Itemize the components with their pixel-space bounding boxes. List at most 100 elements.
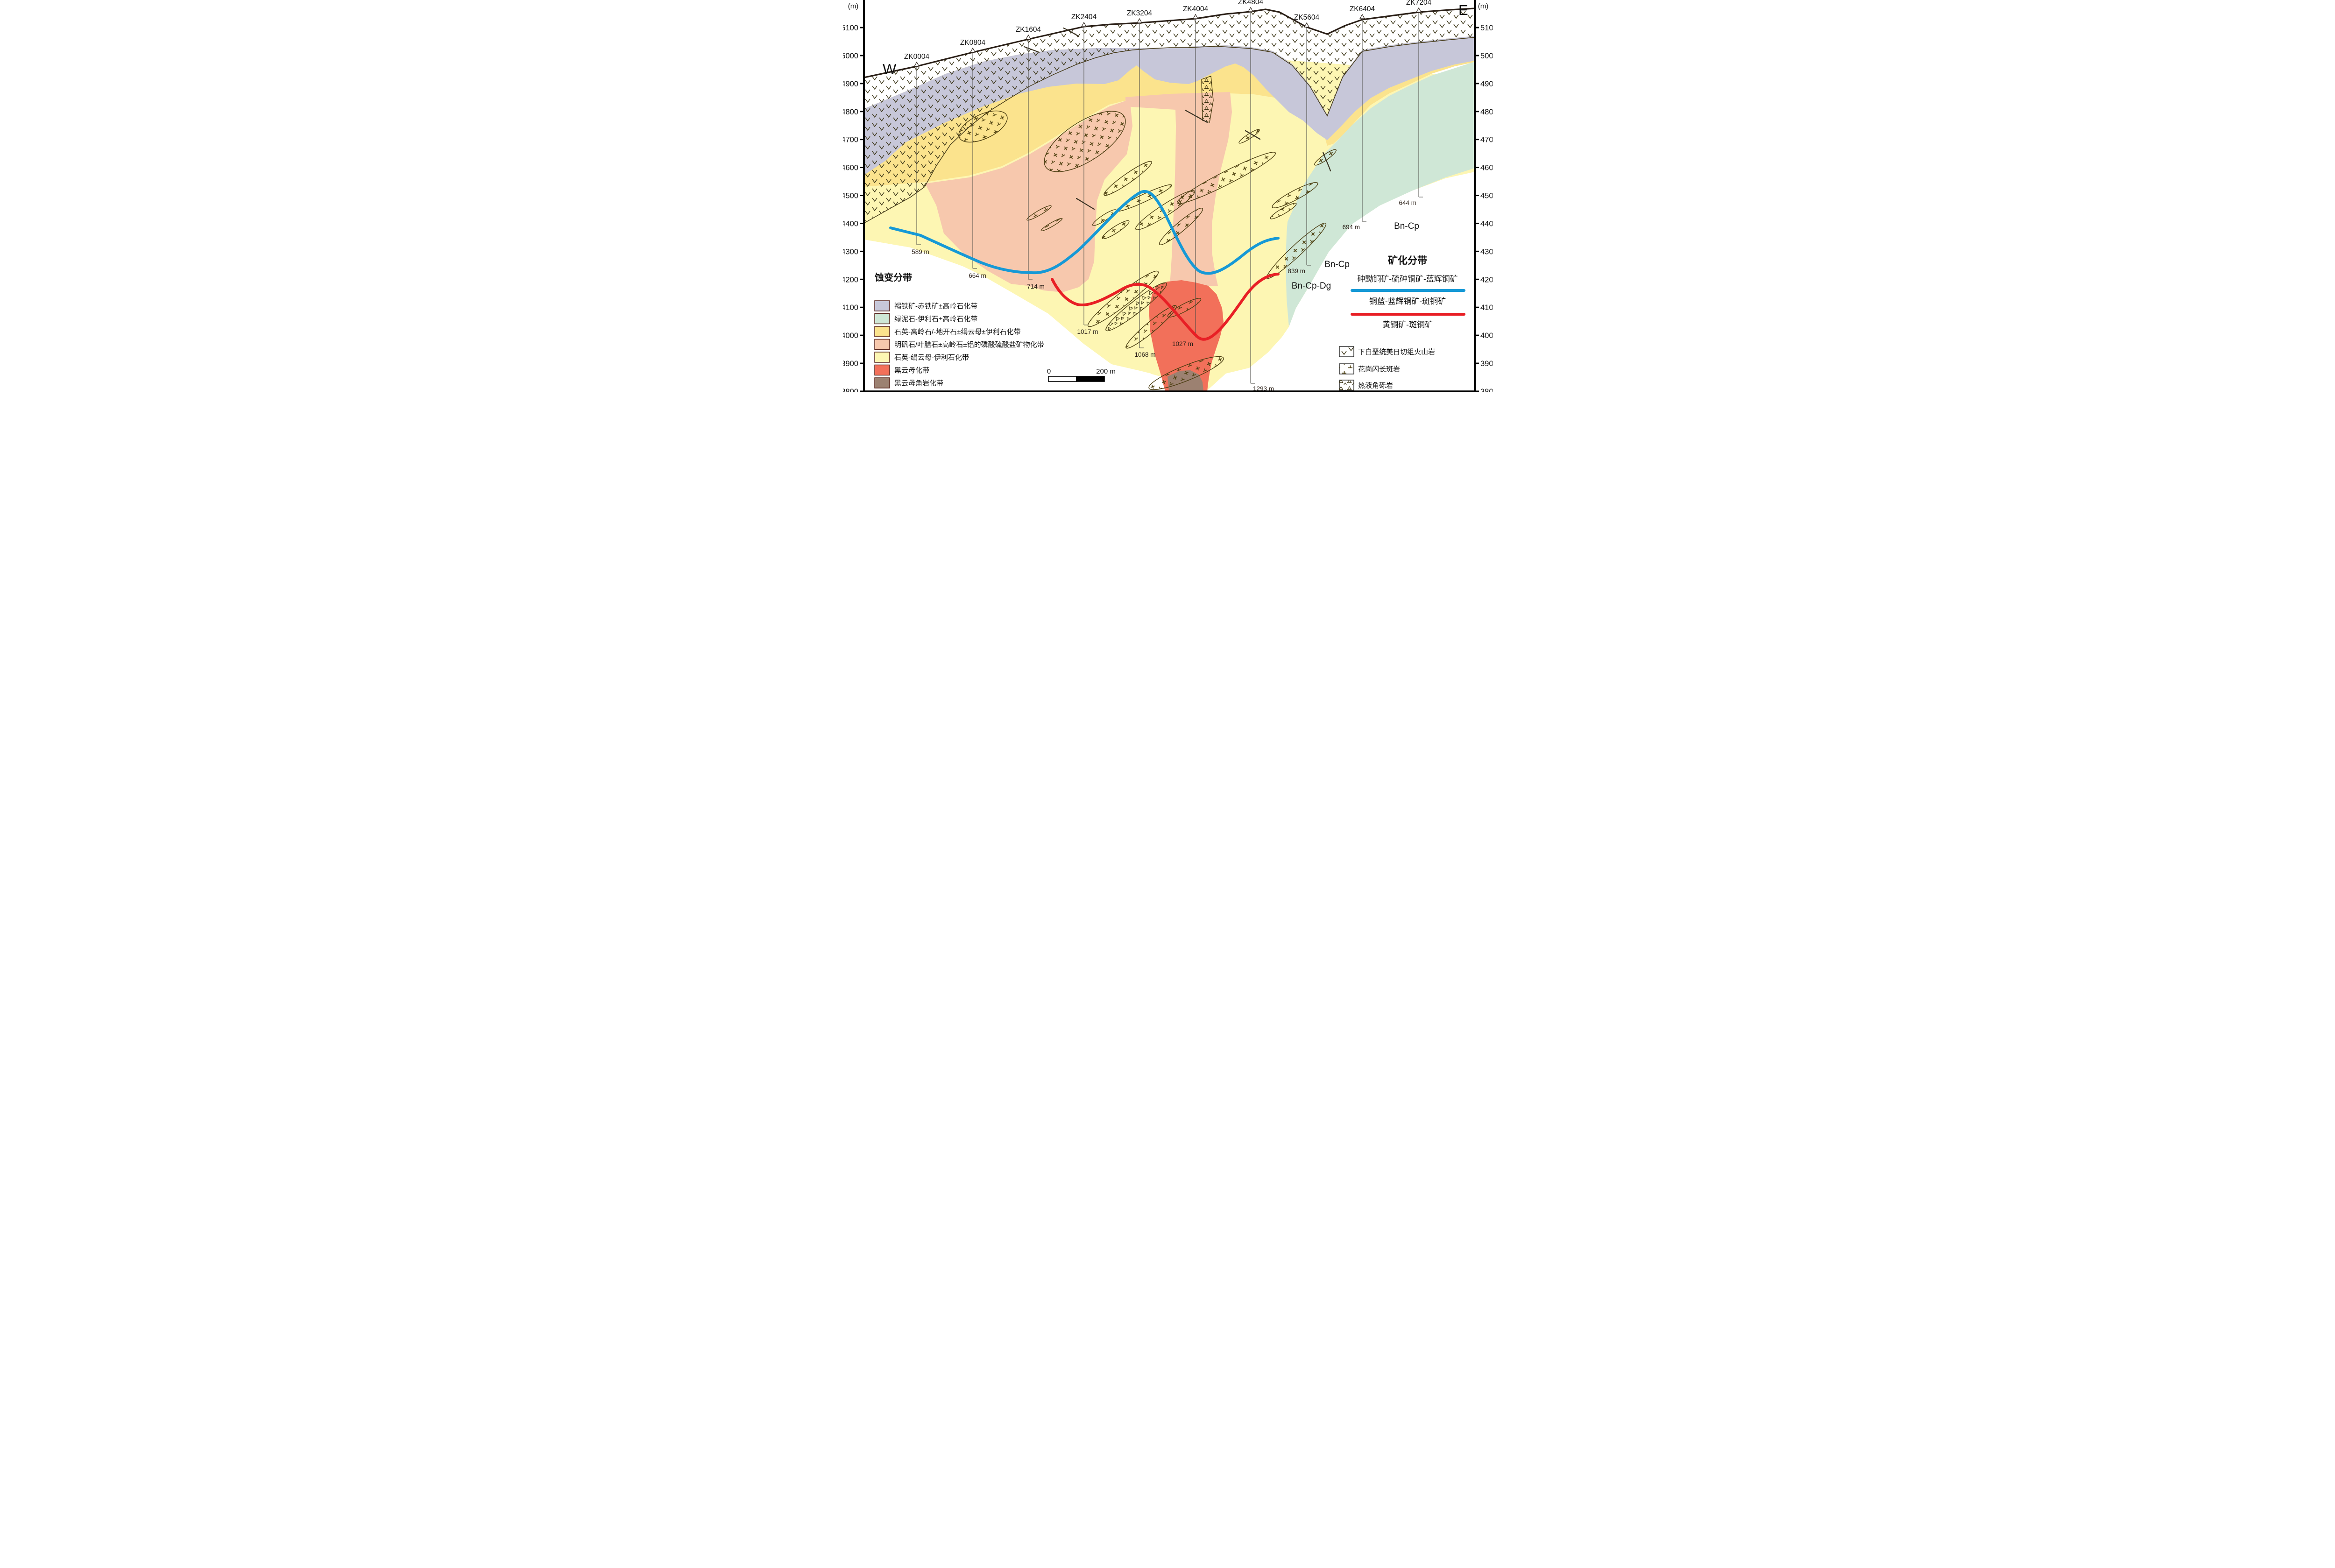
left-tick-label: 4800 (843, 108, 858, 116)
drill-depth-label: 589 m (912, 248, 929, 255)
drill-depth-label: 1293 m (1253, 385, 1274, 392)
scalebar-end: 200 m (1096, 367, 1116, 375)
mineral-boundary-upper-blue (889, 190, 1280, 275)
drill-depth-label: 644 m (1399, 199, 1416, 206)
porphyry-lens (1125, 305, 1177, 349)
white-pocket-left (863, 240, 1151, 391)
right-axis-unit: (m) (1478, 2, 1488, 10)
alteration-swatch (874, 313, 890, 325)
drill-depth-label: 694 m (1342, 224, 1360, 231)
alteration-swatch (874, 326, 890, 337)
left-tick-label: 4700 (843, 136, 858, 144)
right-tick-label: 4500 (1480, 192, 1493, 200)
rock-label: 热液角砾岩 (1358, 382, 1393, 390)
drill-hole-name: ZK0004 (904, 53, 929, 61)
scalebar-black-half (1076, 376, 1105, 382)
drill-collar-marker (1303, 22, 1309, 28)
drill-hole-name: ZK0804 (960, 39, 985, 47)
porphyry-lens (1272, 182, 1318, 208)
porphyry-lens (1102, 220, 1129, 240)
right-tick-label: 4600 (1480, 164, 1493, 172)
left-tick-label: 4900 (843, 80, 858, 88)
vein (1184, 109, 1208, 123)
right-tick-label: 4200 (1480, 275, 1493, 284)
right-tick-label: 5100 (1480, 24, 1493, 32)
left-tick-label: 4400 (843, 219, 858, 228)
porphyry-lens (1043, 111, 1126, 172)
right-tick-label: 4700 (1480, 136, 1493, 144)
volcanic-contact-line (863, 37, 1475, 224)
alteration-label: 黑云母化带 (894, 367, 929, 374)
mineralization-zone-label: 黄铜矿-斑铜矿 (1382, 320, 1433, 329)
left-tick-label: 4500 (843, 192, 858, 200)
veins (1023, 27, 1331, 210)
vein (1322, 151, 1331, 172)
porphyry-lens (1092, 209, 1117, 226)
mineral-boundary-lower-red (1050, 273, 1280, 341)
rock-swatch-breccia (1339, 380, 1354, 390)
drill-hole-name: ZK7204 (1406, 0, 1431, 7)
mineral-assemblage-annotation: Bn-Cp-Dg (1291, 281, 1330, 291)
left-tick-label: 3800 (843, 388, 858, 392)
drill-hole-name: ZK2404 (1071, 13, 1097, 21)
drill-hole-name: ZK5604 (1294, 14, 1319, 21)
porphyry-lens (1269, 203, 1297, 219)
alteration-label: 明矾石/叶腊石±高岭石±铝的磷酸硫酸盐矿物化带 (894, 341, 1044, 349)
alteration-swatch (874, 364, 890, 376)
alteration-swatch (874, 377, 890, 388)
drill-hole-name: ZK4804 (1238, 0, 1263, 6)
vein (1023, 46, 1040, 53)
white-pocket-right (1206, 172, 1475, 391)
zone-alunite-funnel (1125, 92, 1232, 286)
porphyry-lens (958, 110, 1008, 143)
alteration-legend-title: 蚀变分带 (874, 272, 912, 283)
right-tick-label: 4300 (1480, 247, 1493, 256)
volcanic-cover-pattern (863, 8, 1475, 223)
right-tick-label: 3900 (1480, 360, 1493, 368)
mineralization-legend-title: 矿化分带 (1388, 255, 1427, 266)
rock-label: 下白垩统美日切组火山岩 (1358, 348, 1435, 356)
drill-depth-label: 1068 m (1134, 351, 1155, 358)
vein (1076, 198, 1095, 210)
left-tick-label: 4200 (843, 275, 858, 284)
drill-collar-marker (1192, 14, 1198, 19)
right-tick-label: 4900 (1480, 80, 1493, 88)
vein (1245, 130, 1260, 140)
right-tick-label: 4000 (1480, 332, 1493, 340)
mineralization-zone-label: 砷黝铜矿-硫砷铜矿-蓝辉铜矿 (1357, 275, 1458, 283)
alteration-swatch (874, 352, 890, 363)
drill-hole-name: ZK3204 (1126, 9, 1152, 17)
alteration-swatch (874, 339, 890, 350)
right-tick-label: 3800 (1480, 388, 1493, 392)
porphyry-lens (1159, 207, 1203, 246)
left-tick-label: 4100 (843, 304, 858, 312)
breccia-dike (1201, 76, 1214, 123)
breccia-lens (1105, 282, 1167, 332)
porphyry-lens (1148, 356, 1224, 390)
mineralization-zone-label: 铜蓝-蓝辉铜矿-斑铜矿 (1369, 297, 1445, 306)
right-tick-label: 4400 (1480, 219, 1493, 228)
drill-hole-name: ZK6404 (1349, 5, 1375, 13)
drill-depth-label: 714 m (1027, 283, 1045, 290)
drill-collar-marker (1136, 18, 1142, 23)
drill-hole-name: ZK1604 (1015, 26, 1041, 34)
alteration-label: 绿泥石-伊利石±高岭石化带 (894, 315, 977, 323)
right-tick-label: 4100 (1480, 304, 1493, 312)
east-label: E (1458, 2, 1468, 18)
left-tick-label: 5100 (843, 24, 858, 32)
mineral-assemblage-annotation: Bn-Cp (1324, 260, 1350, 269)
cross-section-figure: ZK0004 589 m ZK0804 664 m ZK1604 714 m ZK2404 1… (842, 0, 1493, 392)
drill-collar-marker (1025, 34, 1031, 40)
sky (863, 0, 1475, 78)
left-tick-label: 4300 (843, 247, 858, 256)
alteration-label: 石英-绢云母-伊利石化带 (894, 353, 969, 362)
porphyry-lens (1103, 161, 1152, 196)
drill-collar-marker (1081, 21, 1087, 27)
drill-depth-label: 839 m (1288, 268, 1305, 275)
scalebar-zero: 0 (1047, 367, 1050, 375)
drill-collar-marker (969, 47, 976, 53)
right-tick-label: 5000 (1480, 52, 1493, 60)
drill-collar-marker (1415, 7, 1422, 13)
scalebar-white-half (1047, 376, 1077, 382)
left-tick-label: 4600 (843, 164, 858, 172)
